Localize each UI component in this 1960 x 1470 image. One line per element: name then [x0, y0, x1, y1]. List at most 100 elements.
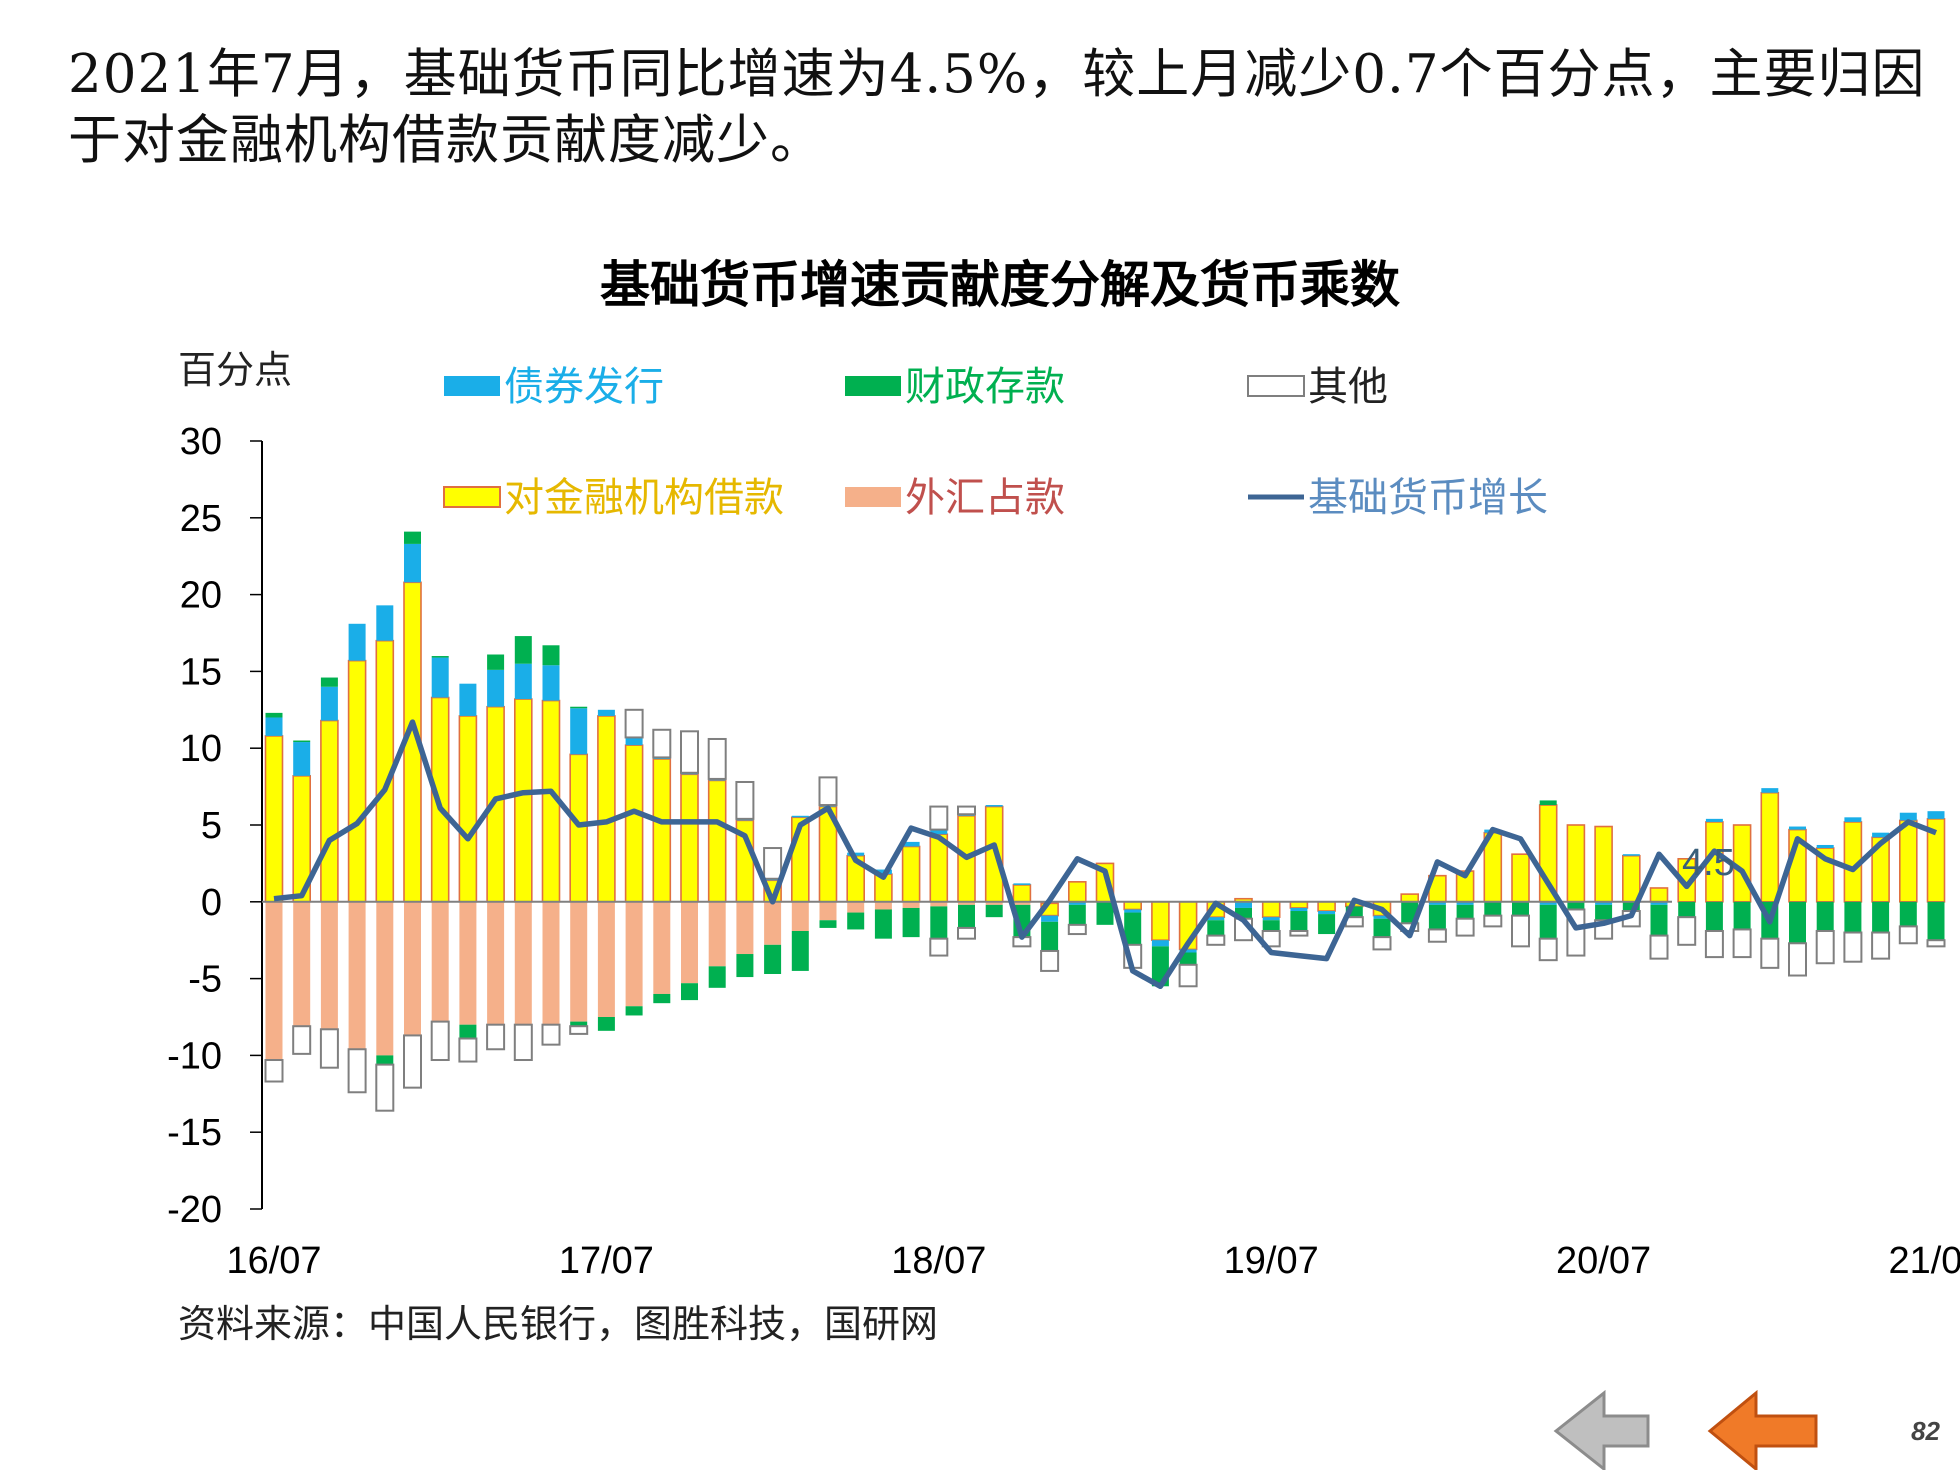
bars [264, 531, 1946, 1112]
bar-other [1732, 928, 1752, 959]
y-axis-unit: 百分点 [178, 348, 292, 392]
back-button[interactable] [1553, 1389, 1650, 1470]
bar-fiscal [653, 993, 671, 1004]
bar-fiscal [265, 712, 283, 718]
bar-fiscal [570, 1021, 588, 1027]
bar-fiscal [985, 904, 1003, 918]
bar-fiscal [1539, 904, 1557, 939]
bar-other [1677, 916, 1697, 946]
y-axis: 30 25 20 15 10 5 0 -5 -10 -15 -20 [167, 421, 262, 1231]
bar-loans [1732, 824, 1752, 903]
bar-loans [1012, 884, 1032, 903]
bar-bond [1844, 817, 1862, 822]
bar-bond [376, 605, 394, 641]
bar-bond [1235, 901, 1252, 908]
bar-fiscal [1789, 901, 1806, 944]
bar-other [735, 780, 755, 820]
bar-fx [431, 901, 449, 1022]
bar-fx [736, 901, 754, 955]
bar-loans [264, 735, 284, 903]
bar-fx [265, 901, 283, 1061]
bar-other [458, 1037, 478, 1063]
bar-fiscal [1456, 904, 1474, 919]
bar-other [1483, 914, 1503, 928]
bar-other [1206, 934, 1226, 946]
legend-item: 基础货币增长 [1248, 475, 1548, 521]
bar-bond [459, 683, 477, 716]
bar-fx [293, 901, 311, 1027]
legend-label: 债券发行 [504, 364, 664, 410]
bar-bond [1179, 949, 1197, 953]
bar-fx [874, 901, 892, 910]
bar-fiscal [293, 740, 311, 743]
y-tick-label: 15 [180, 651, 222, 693]
y-tick-label: -20 [167, 1189, 222, 1231]
bar-loans [597, 715, 616, 903]
bar-fiscal [625, 1006, 643, 1016]
bar-loans [1123, 900, 1142, 911]
bar-other [1704, 929, 1724, 959]
bar-fiscal [404, 531, 421, 544]
bar-bond [293, 742, 311, 776]
bar-fx [902, 901, 920, 908]
bar-bond [791, 815, 809, 818]
bar-bond [320, 686, 338, 721]
bar-other [1067, 923, 1087, 936]
legend-label: 基础货币增长 [1308, 475, 1548, 521]
bar-bond [404, 543, 421, 583]
bar-other [1511, 914, 1530, 948]
bar-fiscal [708, 966, 726, 988]
bar-fiscal [681, 983, 698, 1001]
bar-other [624, 708, 644, 739]
bar-other [818, 776, 838, 807]
bar-other [1871, 931, 1891, 960]
bar-fiscal [1678, 901, 1696, 918]
legend-item: 外汇占款 [845, 475, 1065, 521]
bar-other [1898, 925, 1918, 945]
bar-loans [624, 744, 644, 903]
bar-other [486, 1023, 506, 1051]
x-tick-label: 19/07 [1224, 1240, 1319, 1282]
bar-bond [1290, 907, 1308, 912]
bar-fiscal [1345, 906, 1363, 918]
bar-fx [376, 901, 394, 1056]
bar-other [375, 1063, 395, 1112]
bar-bond [514, 663, 532, 700]
bar-bond [1705, 818, 1723, 822]
bar-other [264, 1059, 284, 1083]
bar-bond [1899, 812, 1917, 821]
bar-fiscal [1927, 901, 1945, 941]
bar-fiscal [459, 1024, 477, 1039]
bar-fiscal [874, 909, 892, 939]
bar-bond [625, 737, 643, 746]
bar-fx [514, 901, 532, 1025]
x-tick-label: 21/07 [1888, 1240, 1960, 1282]
bar-other [541, 1023, 561, 1046]
bar-loans [1594, 825, 1613, 903]
bar-other [957, 805, 976, 816]
bar-bond [597, 709, 615, 716]
bar-bond [1373, 915, 1391, 919]
bar-fiscal [1899, 901, 1917, 927]
bar-other [319, 1028, 339, 1069]
bar-fiscal [847, 912, 865, 930]
bar-fiscal [542, 645, 560, 666]
bar-fiscal [1428, 904, 1446, 930]
bar-bond [1789, 826, 1806, 830]
bar-fx [930, 901, 948, 907]
x-axis: 16/07 17/07 18/07 19/07 20/07 21/07 [226, 1240, 1960, 1282]
legend-item: 其他 [1247, 364, 1388, 410]
x-tick-label: 18/07 [891, 1240, 986, 1282]
bar-other [1289, 929, 1309, 937]
bar-other [1427, 928, 1447, 943]
bar-fiscal [930, 906, 948, 939]
x-tick-label: 20/07 [1556, 1240, 1651, 1282]
next-button[interactable] [1707, 1389, 1818, 1470]
bar-bond [265, 717, 283, 736]
bar-fiscal [1844, 901, 1862, 933]
bar-fiscal [1290, 911, 1308, 931]
bar-fiscal [1539, 800, 1557, 806]
bar-bond [348, 623, 366, 661]
bar-loans [1151, 900, 1170, 941]
y-tick-label: -5 [188, 959, 222, 1001]
